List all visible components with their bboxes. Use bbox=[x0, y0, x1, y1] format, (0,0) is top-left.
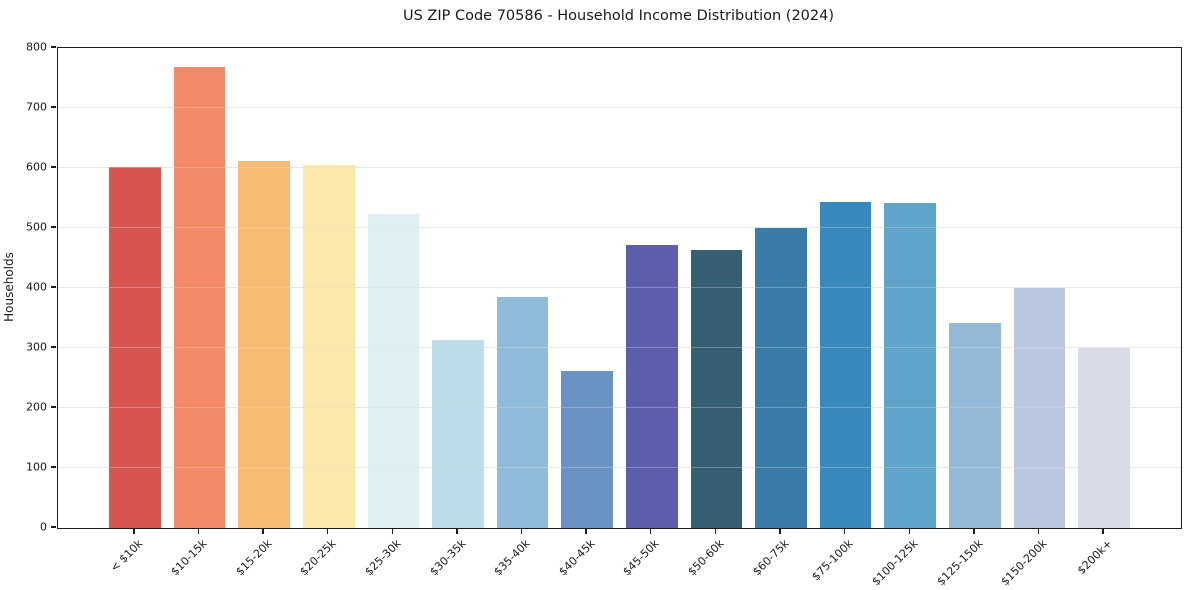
gridline-y-300 bbox=[58, 347, 1181, 348]
gridline-overlay-y-100 bbox=[58, 467, 1181, 468]
x-tick-label-$50-60k: $50-60k bbox=[685, 537, 727, 579]
gridline-y-100 bbox=[58, 467, 1181, 468]
x-tick-mark-$200k+ bbox=[1102, 529, 1104, 534]
x-tick-mark-< $10k bbox=[133, 529, 135, 534]
bar-$25-30k bbox=[367, 213, 420, 528]
bar-$35-40k bbox=[496, 297, 549, 528]
y-tick-label-800: 800 bbox=[26, 40, 47, 54]
x-tick-label-$15-20k: $15-20k bbox=[233, 537, 275, 579]
x-tick-label-$125-150k: $125-150k bbox=[933, 537, 986, 589]
y-tick-label-200: 200 bbox=[26, 400, 47, 414]
bar-$30-35k bbox=[432, 339, 484, 528]
x-tick-mark-$20-25k bbox=[327, 529, 329, 534]
x-tick-mark-$125-150k bbox=[973, 529, 975, 534]
bar-< $10k bbox=[109, 167, 161, 528]
y-tick-mark-0 bbox=[51, 526, 56, 528]
x-tick-mark-$35-40k bbox=[520, 529, 523, 534]
gridline-overlay-y-300 bbox=[58, 347, 1181, 348]
y-tick-label-600: 600 bbox=[26, 160, 47, 174]
bar-$60-75k bbox=[755, 228, 807, 528]
y-tick-mark-300 bbox=[51, 346, 56, 348]
y-tick-mark-600 bbox=[51, 166, 56, 168]
gridline-overlay-y-500 bbox=[58, 227, 1181, 228]
y-tick-mark-200 bbox=[51, 406, 56, 408]
gridline-y-500 bbox=[58, 227, 1181, 228]
gridline-y-600 bbox=[58, 167, 1181, 168]
bar-$50-60k bbox=[690, 249, 743, 528]
x-tick-mark-$45-50k bbox=[650, 529, 652, 534]
x-tick-label-$30-35k: $30-35k bbox=[426, 537, 469, 579]
x-tick-mark-$60-75k bbox=[779, 529, 781, 534]
x-tick-mark-$40-45k bbox=[585, 529, 587, 534]
gridline-overlay-y-200 bbox=[58, 407, 1181, 408]
bar-$15-20k bbox=[238, 161, 290, 528]
x-tick-mark-$150-200k bbox=[1037, 529, 1040, 534]
x-tick-label-$100-125k: $100-125k bbox=[869, 537, 921, 589]
y-tick-label-500: 500 bbox=[26, 220, 47, 234]
gridline-y-400 bbox=[58, 287, 1181, 288]
x-tick-label-$40-45k: $40-45k bbox=[556, 537, 598, 579]
x-tick-mark-$10-15k bbox=[197, 529, 200, 534]
gridline-y-200 bbox=[58, 407, 1181, 408]
x-tick-label-$45-50k: $45-50k bbox=[620, 537, 663, 579]
y-tick-label-700: 700 bbox=[26, 100, 47, 114]
x-tick-mark-$25-30k bbox=[391, 529, 394, 534]
bar-$10-15k bbox=[173, 66, 226, 528]
y-tick-label-300: 300 bbox=[26, 340, 47, 354]
bar-$20-25k bbox=[302, 165, 355, 528]
bar-$40-45k bbox=[561, 370, 614, 528]
bar-$150-200k bbox=[1013, 288, 1066, 528]
y-tick-mark-100 bbox=[51, 466, 56, 468]
y-tick-label-100: 100 bbox=[26, 460, 47, 474]
x-tick-label-$20-25k: $20-25k bbox=[297, 537, 339, 579]
x-tick-label-$10-15k: $10-15k bbox=[168, 537, 210, 579]
x-tick-mark-$100-125k bbox=[908, 529, 910, 534]
x-tick-label-< $10k: < $10k bbox=[107, 537, 146, 575]
gridline-overlay-y-400 bbox=[58, 287, 1181, 288]
y-tick-mark-800 bbox=[51, 46, 56, 48]
x-tick-label-$200k+: $200k+ bbox=[1074, 537, 1115, 578]
gridline-overlay-y-700 bbox=[58, 107, 1181, 108]
y-tick-mark-400 bbox=[51, 286, 56, 288]
y-tick-label-400: 400 bbox=[26, 280, 47, 294]
chart-title: US ZIP Code 70586 - Household Income Dis… bbox=[402, 8, 835, 24]
bar-$100-125k bbox=[884, 203, 937, 528]
x-tick-label-$60-75k: $60-75k bbox=[749, 537, 792, 579]
x-tick-label-$35-40k: $35-40k bbox=[491, 537, 533, 579]
x-tick-mark-$15-20k bbox=[262, 529, 264, 534]
x-tick-mark-$75-100k bbox=[843, 529, 846, 534]
x-tick-mark-$30-35k bbox=[456, 529, 458, 534]
bar-$45-50k bbox=[625, 244, 678, 528]
x-tick-label-$25-30k: $25-30k bbox=[362, 537, 404, 579]
y-tick-mark-700 bbox=[51, 106, 56, 108]
x-tick-label-$75-100k: $75-100k bbox=[809, 537, 856, 584]
gridline-overlay-y-600 bbox=[58, 167, 1181, 168]
x-tick-label-$150-200k: $150-200k bbox=[998, 537, 1050, 589]
x-tick-mark-$50-60k bbox=[714, 529, 717, 534]
y-tick-mark-500 bbox=[51, 226, 56, 228]
bar-$75-100k bbox=[819, 201, 872, 528]
y-tick-label-0: 0 bbox=[40, 520, 47, 534]
bar-$200k+ bbox=[1078, 348, 1130, 528]
bar-$125-150k bbox=[949, 322, 1001, 528]
gridline-y-700 bbox=[58, 107, 1181, 108]
plot-area bbox=[57, 47, 1182, 529]
